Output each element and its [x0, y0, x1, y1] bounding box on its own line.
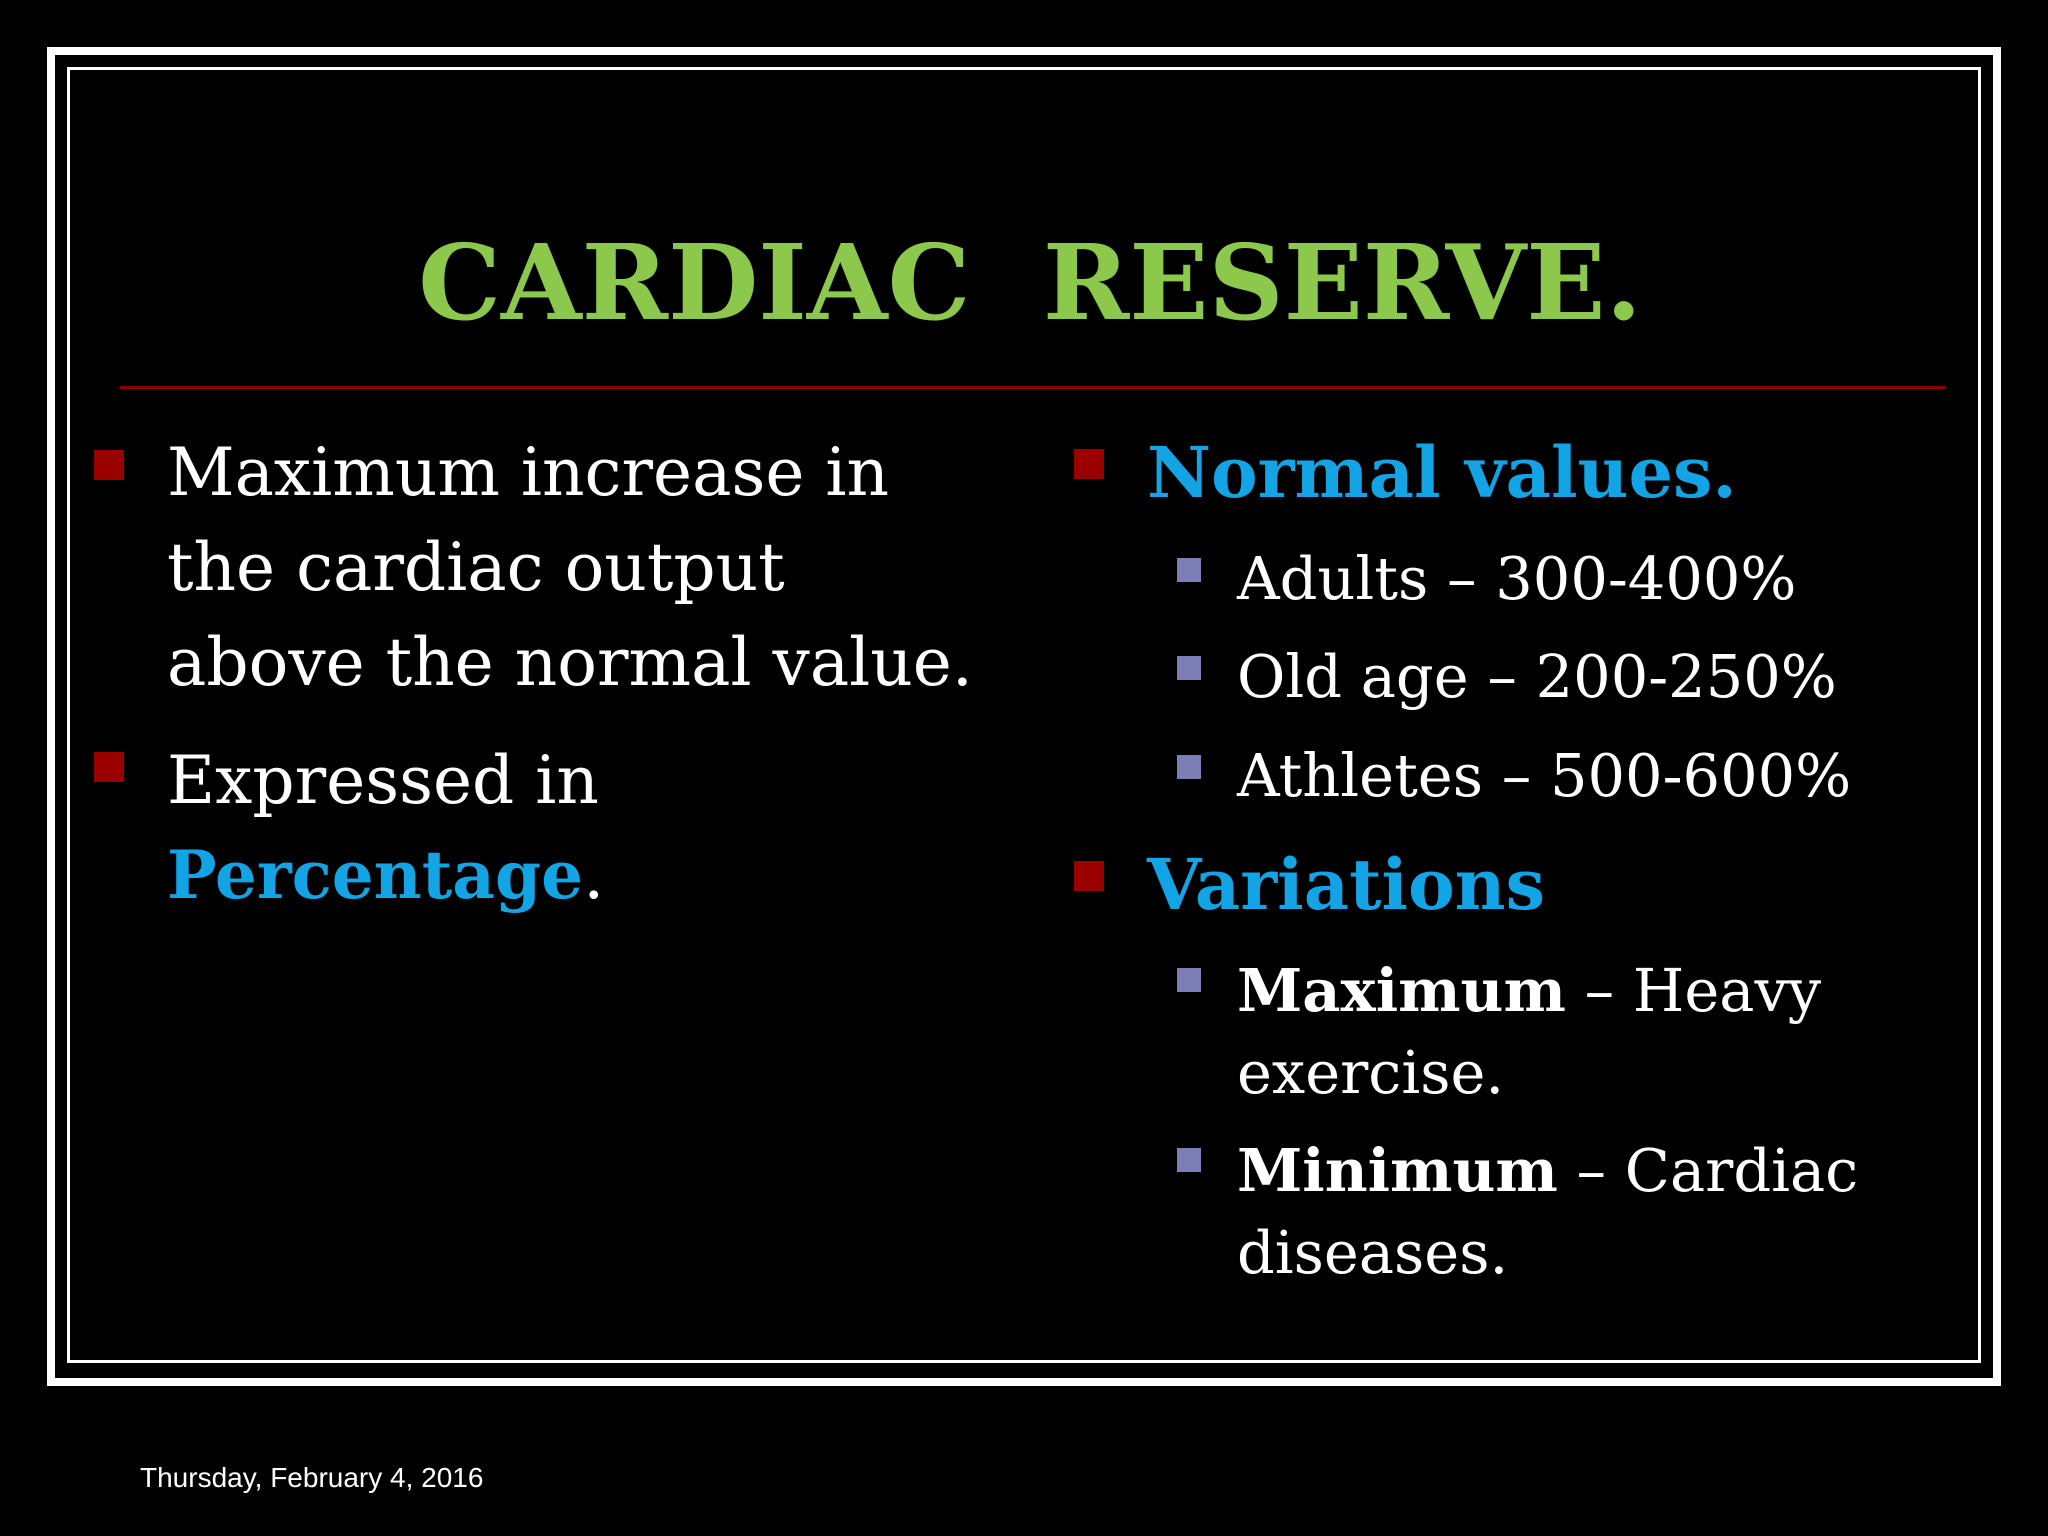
slide-outer-border [47, 47, 2001, 1386]
left-bullet-1-line: the cardiac output [167, 529, 785, 606]
variation-maximum-line2: exercise. [1237, 1038, 1505, 1107]
variation-maximum-label: Maximum [1237, 956, 1566, 1025]
left-bullet-1-line: above the normal value. [167, 624, 973, 701]
sub-bullet-square-icon [1177, 558, 1201, 582]
bullet-square-icon [1074, 861, 1104, 891]
normal-values-heading: Normal values. [1147, 431, 1737, 514]
percentage-highlight: Percentage [167, 836, 584, 914]
variation-minimum-label: Minimum [1237, 1136, 1558, 1205]
variation-minimum: Minimum – Cardiac diseases. [1237, 1130, 1858, 1294]
bullet-square-icon [1074, 449, 1104, 479]
normal-value-item: Athletes – 500-600% [1237, 741, 1852, 810]
left-bullet-2-line: Expressed in [167, 742, 599, 819]
variation-maximum-line: Maximum – Heavy [1237, 950, 1821, 1032]
bullet-square-icon [94, 450, 124, 480]
variations-heading: Variations [1147, 843, 1545, 926]
variation-maximum: Maximum – Heavy exercise. [1237, 950, 1821, 1114]
variation-minimum-line: Minimum – Cardiac [1237, 1130, 1858, 1212]
bullet-square-icon [94, 752, 124, 782]
variation-minimum-desc: – Cardiac [1557, 1136, 1859, 1205]
title-divider [120, 386, 1946, 389]
sub-bullet-square-icon [1177, 755, 1201, 779]
normal-value-item: Old age – 200-250% [1237, 642, 1837, 711]
normal-value-item: Adults – 300-400% [1237, 544, 1797, 613]
left-bullet-1: Maximum increase in the cardiac output a… [167, 425, 973, 710]
sub-bullet-square-icon [1177, 1148, 1201, 1172]
sub-bullet-square-icon [1177, 968, 1201, 992]
slide-inner-border [67, 67, 1981, 1363]
left-bullet-2-line: Percentage. [167, 828, 604, 923]
left-bullet-2-suffix: . [583, 837, 605, 914]
sub-bullet-square-icon [1177, 656, 1201, 680]
left-bullet-1-line: Maximum increase in [167, 434, 889, 511]
variation-minimum-line2: diseases. [1237, 1218, 1509, 1287]
variation-maximum-desc: – Heavy [1565, 956, 1822, 1025]
left-bullet-2: Expressed in Percentage. [167, 733, 604, 923]
footer-date: Thursday, February 4, 2016 [140, 1462, 484, 1493]
slide-title: CARDIAC RESERVE. [418, 221, 1642, 344]
